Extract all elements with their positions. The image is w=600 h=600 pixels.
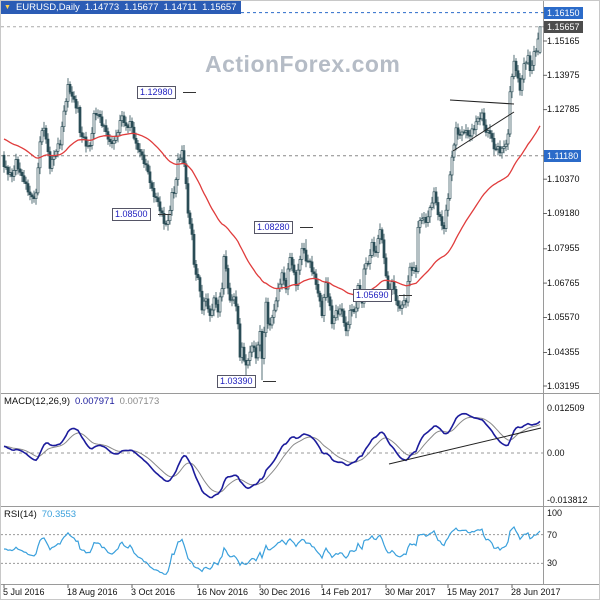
price-axis-badge: 1.11180	[544, 149, 582, 162]
price-axis-label: 1.05570	[547, 312, 580, 322]
macd-axis-label: 0.012509	[547, 402, 585, 413]
macd-panel-label: MACD(12,26,9) 0.007971 0.007173	[4, 396, 159, 407]
swing-level-label: 1.05690	[353, 289, 392, 302]
price-axis-label: 1.10370	[547, 173, 580, 184]
up-candles	[8, 26, 542, 366]
price-axis-label: 1.04355	[547, 347, 580, 357]
rsi-title: RSI(14)	[4, 509, 37, 520]
chart-title-bar: ▼ EURUSD,Daily 1.14773 1.15677 1.14711 1…	[1, 1, 242, 14]
price-axis-label: 1.13975	[547, 69, 580, 80]
date-label: 16 Nov 2016	[197, 587, 249, 597]
symbol-timeframe: EURUSD,Daily	[15, 2, 80, 13]
swing-level-tick	[183, 92, 196, 93]
price-axis-label: 1.07955	[547, 243, 580, 254]
macd-trendline	[388, 427, 542, 465]
swing-level-tick	[399, 295, 412, 296]
macd-value: 0.007971	[75, 396, 115, 407]
price-axis-badge: 1.16150	[544, 6, 583, 19]
swing-level-label: 1.08500	[112, 208, 151, 221]
swing-level-tick	[300, 227, 313, 228]
ohlc-close: 1.15657	[202, 2, 237, 13]
date-label: 30 Dec 2016	[259, 587, 311, 597]
macd-axis-label: -0.013812	[547, 494, 588, 505]
ohlc-high: 1.15677	[124, 2, 159, 13]
watermark: ActionForex.com	[205, 51, 401, 77]
ohlc-open: 1.14773	[84, 2, 120, 13]
date-label: 18 Aug 2016	[67, 587, 118, 597]
down-candles	[2, 55, 532, 366]
dropdown-triangle-icon: ▼	[4, 4, 11, 11]
price-axis-label: 1.03195	[547, 380, 580, 391]
swing-level-label: 1.03390	[217, 375, 256, 388]
date-label: 30 Mar 2017	[385, 587, 436, 597]
moving-average-line	[3, 125, 541, 297]
swing-level-label: 1.12980	[137, 86, 176, 99]
swing-level-tick	[263, 381, 276, 382]
price-axis-badge: 1.15657	[544, 20, 583, 33]
price-axis-label: 1.15165	[547, 35, 580, 46]
price-axis-label: 1.09180	[547, 208, 580, 218]
rsi-axis-label: 70	[547, 529, 558, 540]
rsi-axis-label: 30	[547, 557, 558, 568]
macd-axis-label: 0.00	[547, 447, 565, 458]
date-label: 28 Jun 2017	[511, 587, 561, 597]
macd-signal-value: 0.007173	[119, 396, 160, 407]
price-axis-label: 1.12785	[547, 104, 580, 115]
date-label: 5 Jul 2016	[3, 587, 45, 597]
macd-title: MACD(12,26,9)	[4, 396, 70, 407]
rsi-axis-label: 100	[547, 507, 563, 518]
date-label: 14 Feb 2017	[321, 587, 372, 597]
rsi-value: 70.3553	[41, 509, 77, 520]
rsi-panel-label: RSI(14) 70.3553	[4, 509, 76, 520]
swing-level-tick	[158, 214, 171, 215]
trendline	[449, 99, 515, 105]
ohlc-low: 1.14711	[163, 2, 198, 13]
date-label: 15 May 2017	[447, 587, 500, 597]
macd-line	[3, 412, 541, 499]
price-axis-label: 1.06765	[547, 277, 580, 288]
trendline	[452, 111, 515, 152]
macd-signal-line	[3, 416, 541, 493]
swing-level-label: 1.08280	[254, 221, 293, 234]
date-label: 3 Oct 2016	[131, 587, 176, 597]
candle-wicks	[3, 26, 541, 381]
rsi-line	[3, 525, 541, 575]
